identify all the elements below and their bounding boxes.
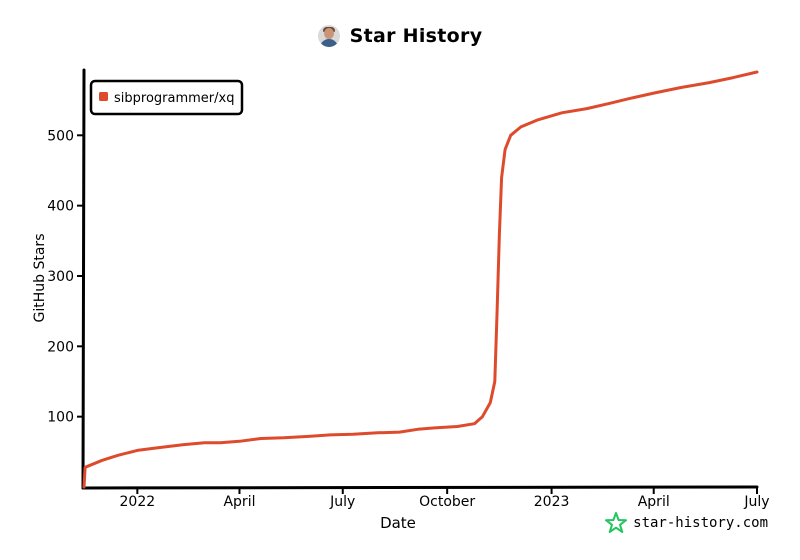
x-tick-label: October bbox=[419, 494, 475, 510]
brand-watermark[interactable]: star-history.com bbox=[605, 512, 768, 534]
x-axis-label: Date bbox=[380, 514, 416, 532]
legend-label: sibprogrammer/xq bbox=[114, 91, 234, 106]
star-logo-icon bbox=[605, 512, 628, 533]
y-tick-label: 500 bbox=[47, 128, 74, 144]
x-tick-label: July bbox=[329, 494, 355, 510]
chart-title: Star History bbox=[349, 25, 483, 47]
y-tick-label: 100 bbox=[47, 410, 74, 426]
y-axis-ticks: 100 200 300 400 500 bbox=[47, 128, 84, 426]
series-line bbox=[82, 70, 759, 489]
y-tick-label: 400 bbox=[47, 199, 74, 215]
x-tick-label: April bbox=[223, 494, 255, 510]
x-tick-label: July bbox=[743, 494, 769, 510]
x-tick-label: 2023 bbox=[534, 494, 570, 510]
x-axis-line bbox=[81, 485, 759, 490]
owner-avatar bbox=[317, 25, 340, 47]
y-axis-label: GitHub Stars bbox=[32, 234, 48, 323]
series-group bbox=[82, 70, 759, 489]
legend-swatch bbox=[99, 92, 108, 101]
brand-label: star-history.com bbox=[633, 515, 768, 531]
x-tick-label: April bbox=[638, 494, 670, 510]
chart-header: Star History bbox=[0, 20, 800, 52]
y-axis-line bbox=[81, 68, 86, 490]
y-tick-label: 200 bbox=[47, 339, 74, 355]
chart-axes bbox=[81, 68, 759, 490]
y-tick-label: 300 bbox=[47, 269, 74, 285]
legend-box bbox=[89, 79, 244, 116]
x-tick-label: 2022 bbox=[120, 494, 156, 510]
chart-legend: sibprogrammer/xq bbox=[89, 79, 244, 116]
x-axis-ticks: 2022 April July October 2023 April July bbox=[120, 487, 770, 510]
